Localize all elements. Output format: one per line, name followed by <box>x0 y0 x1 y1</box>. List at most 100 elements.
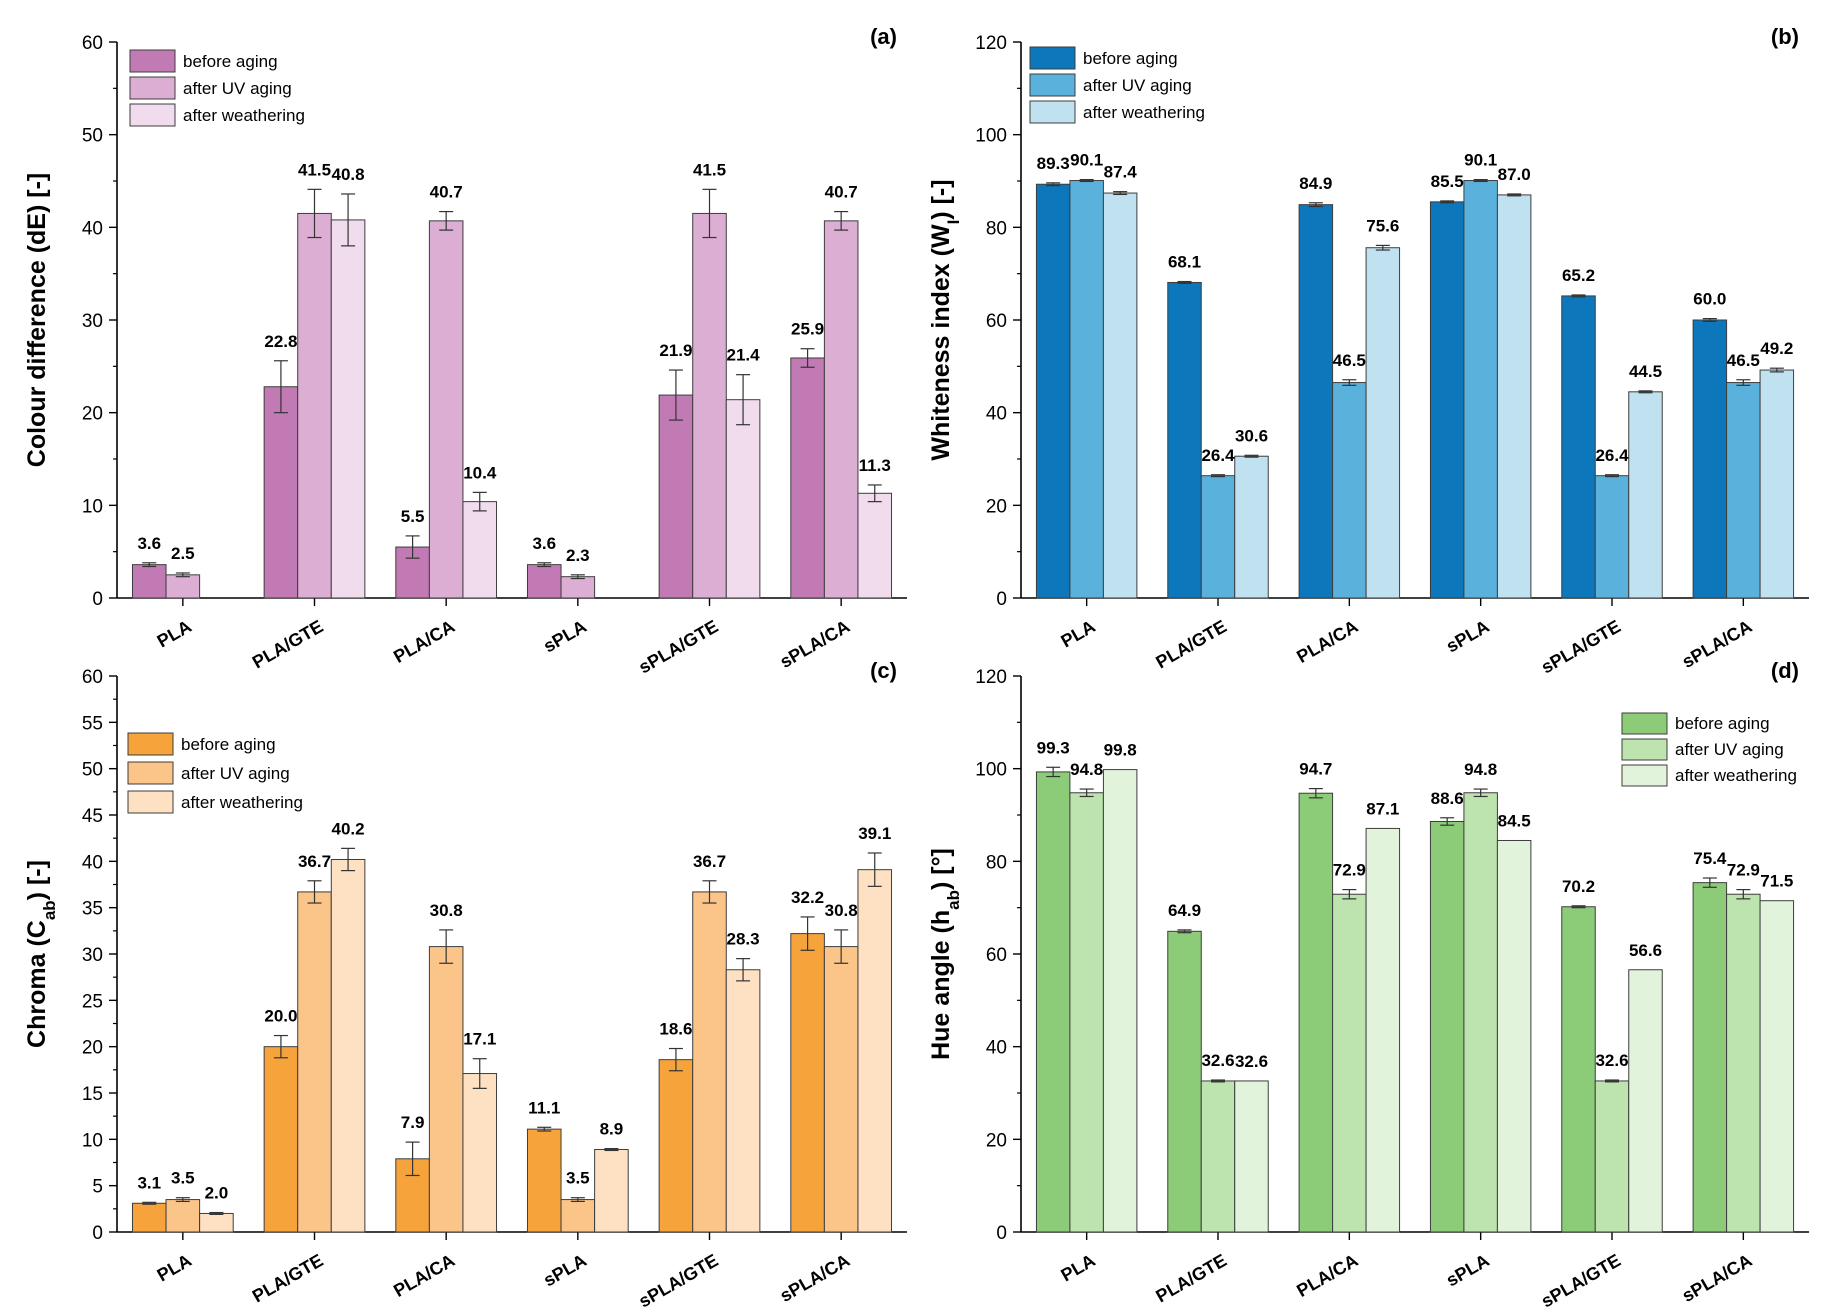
data-label: 21.4 <box>727 346 761 365</box>
data-label: 94.7 <box>1299 760 1332 779</box>
bar <box>823 220 859 599</box>
data-label: 65.2 <box>1562 266 1595 285</box>
bar <box>1628 391 1663 599</box>
y-tick-label: 5 <box>92 1177 103 1198</box>
y-tick-label: 60 <box>986 311 1007 332</box>
bar <box>1234 455 1269 599</box>
x-tick-label: PLA/GTE <box>1152 1250 1230 1306</box>
bar <box>199 1212 234 1233</box>
legend-swatch <box>1621 738 1668 761</box>
y-tick-label: 60 <box>82 33 103 54</box>
data-label: 99.3 <box>1037 738 1070 757</box>
data-label: 89.3 <box>1037 154 1070 173</box>
bar <box>131 564 167 599</box>
data-label: 44.5 <box>1629 362 1662 381</box>
y-tick-label: 30 <box>82 945 103 966</box>
bar <box>462 501 498 599</box>
data-label: 46.5 <box>1727 351 1760 370</box>
y-tick-label: 35 <box>82 899 103 920</box>
x-tick-label: sPLA <box>540 616 590 656</box>
x-tick-label: sPLA <box>540 1250 590 1290</box>
bar <box>1692 882 1728 1233</box>
data-label: 40.8 <box>332 165 365 184</box>
data-label: 3.6 <box>137 534 161 553</box>
bar <box>692 891 727 1233</box>
x-tick-label: PLA <box>154 616 195 651</box>
chart-panel-2: 0 5 10 15 20 25 30 35 40 45 50 55 60 Chroma (Cab) [-]… <box>23 658 907 1310</box>
x-tick-label: sPLA/GTE <box>635 616 721 677</box>
bar <box>297 212 332 599</box>
panel-label: (d) <box>1771 658 1799 683</box>
x-tick-label: PLA/CA <box>1293 616 1361 667</box>
bar <box>857 869 893 1233</box>
legend-swatch <box>129 49 176 73</box>
data-label: 90.1 <box>1464 151 1497 170</box>
data-label: 3.5 <box>171 1169 195 1188</box>
bar <box>658 394 694 599</box>
legend-label: before aging <box>1083 49 1178 68</box>
data-label: 84.9 <box>1299 174 1332 193</box>
chart-panel-1: 0 20 40 60 80 100 120 Whiteness index (WI) [-] (… <box>927 24 1809 677</box>
y-tick-label: 0 <box>996 1223 1007 1244</box>
bar <box>1069 180 1104 599</box>
bar <box>560 1199 596 1233</box>
bar <box>1496 194 1532 599</box>
y-tick-label: 20 <box>986 496 1007 517</box>
bar <box>692 212 727 599</box>
y-tick-label: 60 <box>82 667 103 688</box>
bar <box>1102 192 1138 599</box>
data-label: 87.1 <box>1366 799 1399 818</box>
data-label: 17.1 <box>463 1030 496 1049</box>
bar <box>330 858 366 1233</box>
x-tick-label: sPLA/GTE <box>1538 1250 1624 1310</box>
data-label: 26.4 <box>1201 446 1235 465</box>
bar <box>1298 204 1334 599</box>
y-tick-label: 80 <box>986 218 1007 239</box>
data-label: 56.6 <box>1629 941 1662 960</box>
bar <box>1234 1080 1269 1233</box>
data-label: 7.9 <box>401 1113 425 1132</box>
legend-label: after weathering <box>1675 766 1797 785</box>
bar <box>1167 281 1202 599</box>
bar <box>1035 771 1071 1233</box>
chart-panel-3: 0 20 40 60 80 100 120 Hue angle (hab) [°] (d) PLA… <box>927 658 1809 1310</box>
bar <box>1035 183 1071 599</box>
y-axis-title: Hue angle (hab) [°] <box>927 848 963 1060</box>
data-label: 90.1 <box>1070 151 1103 170</box>
y-tick-label: 15 <box>82 1084 103 1105</box>
x-tick-label: sPLA <box>1443 616 1493 656</box>
x-tick-label: sPLA/GTE <box>1538 616 1624 677</box>
data-label: 88.6 <box>1431 789 1464 808</box>
x-tick-label: PLA/GTE <box>249 616 327 672</box>
bar <box>1069 792 1104 1233</box>
panel-label: (b) <box>1771 24 1799 49</box>
data-label: 87.4 <box>1104 163 1138 182</box>
data-label: 10.4 <box>463 463 497 482</box>
y-tick-label: 10 <box>82 496 103 517</box>
data-label: 32.6 <box>1235 1052 1268 1071</box>
legend-swatch <box>129 76 176 100</box>
panel-label: (c) <box>870 658 897 683</box>
bar <box>594 1149 629 1233</box>
data-label: 21.9 <box>659 341 692 360</box>
data-label: 94.8 <box>1464 760 1497 779</box>
x-tick-label: PLA <box>154 1250 195 1285</box>
y-tick-label: 25 <box>82 991 103 1012</box>
data-label: 30.8 <box>825 901 858 920</box>
legend-swatch <box>1029 73 1076 97</box>
data-label: 30.8 <box>430 901 463 920</box>
bar <box>1692 319 1728 599</box>
data-label: 8.9 <box>600 1120 624 1139</box>
legend-label: after weathering <box>183 106 305 125</box>
data-label: 32.2 <box>791 888 824 907</box>
bar <box>1102 769 1138 1233</box>
legend-swatch <box>127 761 174 785</box>
bar <box>1429 201 1465 599</box>
data-label: 11.1 <box>528 1098 560 1117</box>
legend-swatch <box>129 103 176 127</box>
data-label: 39.1 <box>858 824 891 843</box>
bar <box>428 220 464 599</box>
data-label: 84.5 <box>1498 811 1531 830</box>
data-label: 5.5 <box>401 507 425 526</box>
